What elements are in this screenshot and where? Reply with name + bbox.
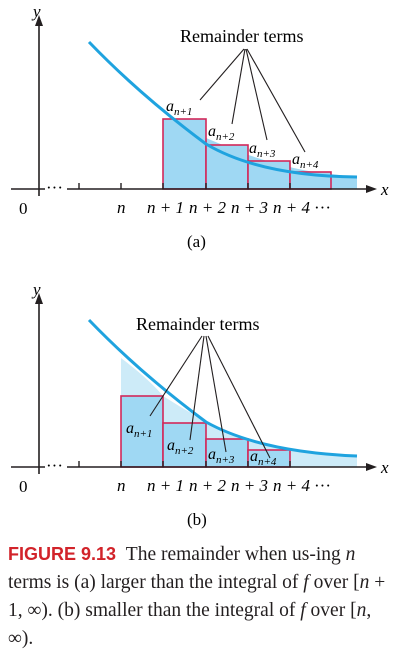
term-label-b-2: an+2 <box>167 437 194 457</box>
remainder-rect-a-1 <box>162 118 207 190</box>
caption-var-n: n <box>345 544 356 565</box>
remainder-rect-b-2 <box>162 422 207 468</box>
caption-text-3: over <box>308 572 354 593</box>
y-axis-arrow-b <box>35 293 43 304</box>
tick-label-a-n: n <box>117 198 126 217</box>
panel-label-a: (a) <box>187 232 206 251</box>
remainder-rect-a-2 <box>205 144 249 190</box>
remainder-rect-b-1 <box>120 395 164 468</box>
curve-b <box>87 318 358 458</box>
term-label-a-1: an+1 <box>166 98 192 118</box>
figure-caption: FIGURE 9.13 The remainder when us-ing n … <box>8 540 396 653</box>
caption-text-5: over <box>305 600 351 621</box>
caption-var-f2: f <box>300 600 306 621</box>
caption-interval-2-open: [ <box>350 600 357 621</box>
caption-interval-1-open: [ <box>353 572 360 593</box>
remainder-title-b: Remainder terms <box>136 314 259 334</box>
tick-label-b-n4: n + 4 <box>273 476 310 495</box>
tick-label-a-n2: n + 2 <box>189 198 226 217</box>
leader-lines-b <box>149 335 271 459</box>
x-ticks-b <box>78 461 291 467</box>
y-label-b: y <box>31 280 41 299</box>
origin-label-a: 0 <box>19 199 28 218</box>
caption-text-4: (b) smaller than the integral of <box>52 600 301 621</box>
x-ticks-a <box>78 183 291 189</box>
tick-label-a-n4: n + 4 <box>273 198 310 217</box>
origin-label-b: 0 <box>19 477 28 496</box>
tick-label-b-n2: n + 2 <box>189 476 226 495</box>
panel-b: y x 0 ··· Remainder terms n n + 1 n + 2 … <box>11 280 389 529</box>
x-axis-arrow-b <box>366 463 377 471</box>
caption-var-f1: f <box>303 572 309 593</box>
leader-lines-a <box>199 48 306 153</box>
curve-a <box>87 40 358 179</box>
panel-a: y x 0 ··· Remainder terms n n + 1 n + 2 … <box>11 2 389 251</box>
term-label-b-3: an+3 <box>208 446 235 466</box>
term-label-b-4: an+4 <box>250 448 277 468</box>
caption-interval-1-rest: + 1, ∞). <box>8 572 386 621</box>
x-label-a: x <box>380 180 389 199</box>
tick-label-b-n3: n + 3 <box>231 476 268 495</box>
caption-interval-2-rest: , ∞). <box>8 600 372 649</box>
axis-break-dots-a: ··· <box>46 178 63 197</box>
caption-interval-1-var: n <box>359 572 370 593</box>
panel-label-b: (b) <box>187 510 207 529</box>
term-label-a-2: an+2 <box>208 123 235 143</box>
remainder-title-a: Remainder terms <box>180 26 303 46</box>
y-label-a: y <box>31 2 41 21</box>
term-label-a-3: an+3 <box>249 140 276 160</box>
caption-text-1: The remainder when us-ing <box>125 544 346 565</box>
figure-canvas: y x 0 ··· Remainder terms n n + 1 n + 2 … <box>11 2 389 529</box>
y-axis-arrow-a <box>35 15 43 26</box>
term-label-a-4: an+4 <box>292 151 319 171</box>
caption-text-2: terms is (a) larger than the integral of <box>8 572 304 593</box>
tick-label-b-n1: n + 1 <box>147 476 184 495</box>
figure-label: FIGURE 9.13 <box>8 544 117 564</box>
x-label-b: x <box>380 458 389 477</box>
tick-label-b-n: n <box>117 476 126 495</box>
tick-label-a-more: ··· <box>314 198 331 217</box>
tick-label-a-n1: n + 1 <box>147 198 184 217</box>
axis-break-dots-b: ··· <box>46 456 63 475</box>
caption-interval-2-var: n <box>356 600 367 621</box>
tick-label-b-more: ··· <box>314 476 331 495</box>
x-axis-arrow-a <box>366 185 377 193</box>
term-label-b-1: an+1 <box>126 420 152 440</box>
tick-label-a-n3: n + 3 <box>231 198 268 217</box>
